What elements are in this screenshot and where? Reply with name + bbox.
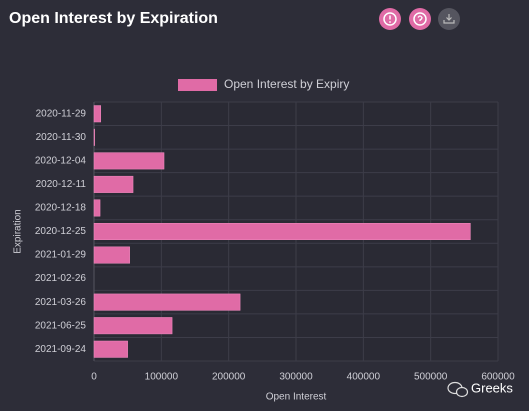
x-tick-label: 300000 [279,372,313,383]
bar [93,293,241,311]
watermark: Greeks [471,380,513,395]
info-button[interactable] [379,8,401,30]
legend-swatch [178,79,217,91]
y-tick-label: 2021-03-26 [35,297,87,308]
y-tick-label: 2020-12-11 [36,179,87,190]
y-tick-label: 2021-06-25 [35,320,87,331]
y-tick-label: 2021-01-29 [35,250,87,261]
bar [93,317,173,335]
bar [93,340,128,358]
bar [93,223,471,240]
watermark-logo [447,381,469,398]
y-tick-label: 2020-12-25 [35,226,87,237]
y-tick-label: 2021-09-24 [35,344,87,355]
x-tick-label: 0 [91,372,97,383]
bar [93,246,130,264]
x-tick-label: 100000 [145,372,179,383]
help-button[interactable] [409,8,431,30]
y-axis-title: Expiration [13,209,24,253]
y-tick-label: 2020-12-04 [35,156,87,167]
x-axis-title: Open Interest [266,392,327,403]
y-tick-label: 2021-02-26 [35,273,87,284]
download-button[interactable] [438,8,460,30]
chart-title: Open Interest by Expiration [9,10,218,27]
x-tick-label: 200000 [212,372,246,383]
x-tick-label: 600000 [481,372,515,383]
bar [93,175,134,193]
x-tick-label: 400000 [347,372,381,383]
legend-label: Open Interest by Expiry [224,77,349,91]
y-tick-label: 2020-11-29 [36,108,87,119]
x-tick-label: 500000 [414,372,448,383]
y-tick-label: 2020-11-30 [36,132,87,143]
bar [93,199,101,217]
bar [93,152,165,170]
bar [93,105,101,123]
y-tick-label: 2020-12-18 [35,203,87,214]
bar [93,128,95,146]
